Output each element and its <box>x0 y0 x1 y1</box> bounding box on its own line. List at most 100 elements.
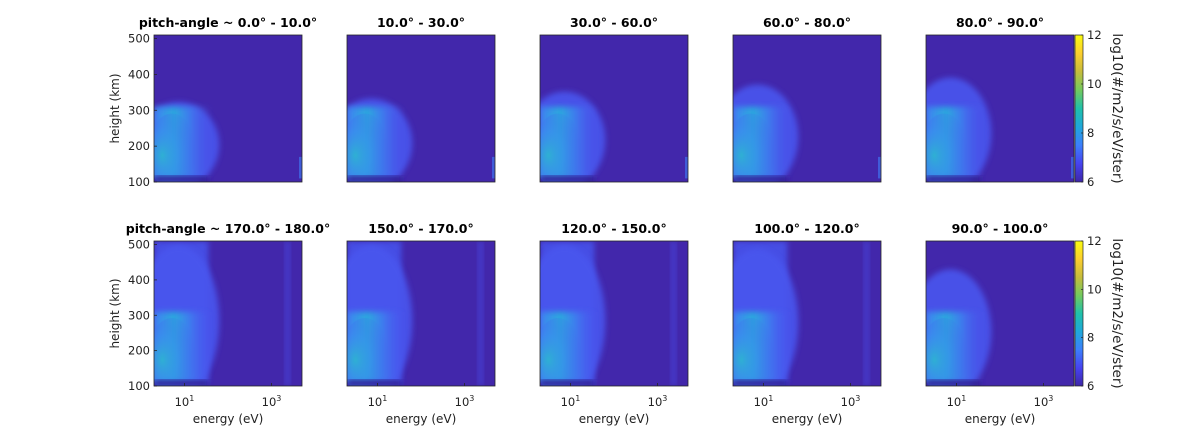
panel-title: 10.0° - 30.0° <box>377 15 465 30</box>
colorbar-1: 6 8 10 12 log10(#/m2/s/eV/ster) <box>1074 234 1125 393</box>
panel-0-3: 60.0° - 80.0° <box>732 15 882 183</box>
panel-frame <box>925 240 1075 387</box>
flux-peak <box>733 317 775 386</box>
colorbar-label: log10(#/m2/s/eV/ster) <box>1109 33 1125 183</box>
panel-frame <box>925 34 1075 183</box>
high-energy-streak <box>1071 156 1074 179</box>
y-tick-label: 300 <box>128 308 150 322</box>
flux-peak <box>154 317 196 386</box>
y-tick-label: 500 <box>128 32 150 46</box>
heatmap-image <box>154 241 302 386</box>
x-tick-label: 103 <box>841 394 861 409</box>
y-tick-label: 200 <box>128 344 150 358</box>
x-tick-label: 103 <box>455 394 475 409</box>
y-axis-label: height (km) <box>108 73 122 143</box>
y-tick-label: 200 <box>128 139 150 153</box>
panel-1-2: 120.0° - 150.0° 101 103 energy (eV) <box>539 221 689 426</box>
high-energy-band <box>477 241 484 386</box>
x-tick-label: 101 <box>561 394 581 409</box>
colorbar-tick-label: 6 <box>1087 379 1094 393</box>
panel-title: pitch-angle ~ 0.0° - 10.0° <box>139 15 317 30</box>
y-tick-label: 400 <box>128 67 150 81</box>
heatmap-image <box>926 35 1074 182</box>
heatmap-image <box>540 35 688 182</box>
heatmap-image <box>540 241 688 386</box>
low-altitude-edge <box>347 380 402 386</box>
y-tick-label: 100 <box>128 175 150 189</box>
panel-title: 90.0° - 100.0° <box>952 221 1049 236</box>
high-energy-band <box>284 241 291 386</box>
colorbar-tick-label: 12 <box>1087 28 1102 42</box>
low-altitude-edge <box>540 176 595 182</box>
y-tick-label: 300 <box>128 103 150 117</box>
panels-group: pitch-angle ~ 0.0° - 10.0° 100 200 300 400 50… <box>108 15 1075 426</box>
colorbar-label: log10(#/m2/s/eV/ster) <box>1109 238 1125 388</box>
panel-title: 100.0° - 120.0° <box>754 221 859 236</box>
panel-0-0: pitch-angle ~ 0.0° - 10.0° 100 200 300 400 50… <box>108 15 317 189</box>
panel-frame <box>539 240 689 387</box>
x-axis-label: energy (eV) <box>579 412 650 426</box>
heatmap-image <box>926 241 1074 386</box>
x-tick-label: 101 <box>368 394 388 409</box>
x-tick-label: 101 <box>754 394 774 409</box>
heatmap-image <box>733 241 881 386</box>
heatmap-image <box>733 35 881 182</box>
y-tick-label: 100 <box>128 379 150 393</box>
flux-peak <box>926 317 968 386</box>
colorbars-group: 6 8 10 12 log10(#/m2/s/eV/ster) 6 8 10 12 log10(#… <box>1074 28 1125 393</box>
colorbar-tick-label: 8 <box>1087 331 1094 345</box>
x-tick-label: 103 <box>262 394 282 409</box>
low-altitude-edge <box>926 380 981 386</box>
x-axis-label: energy (eV) <box>386 412 457 426</box>
x-tick-label: 103 <box>1034 394 1054 409</box>
panel-1-4: 90.0° - 100.0° 101 103 energy (eV) <box>925 221 1075 426</box>
panel-frame <box>346 34 496 183</box>
y-axis-label: height (km) <box>108 278 122 348</box>
low-altitude-edge <box>154 176 209 182</box>
panel-title: 60.0° - 80.0° <box>763 15 851 30</box>
low-altitude-edge <box>154 380 209 386</box>
low-altitude-edge <box>733 380 788 386</box>
panel-0-2: 30.0° - 60.0° <box>539 15 689 183</box>
panel-frame <box>153 240 303 387</box>
high-energy-band <box>863 241 870 386</box>
panel-title: 150.0° - 170.0° <box>368 221 473 236</box>
colorbar-tick-label: 12 <box>1087 234 1102 248</box>
x-axis-label: energy (eV) <box>772 412 843 426</box>
flux-peak <box>347 113 389 182</box>
panel-frame <box>346 240 496 387</box>
panel-frame <box>732 240 882 387</box>
heatmap-image <box>347 241 495 386</box>
low-altitude-edge <box>926 176 981 182</box>
low-altitude-edge <box>540 380 595 386</box>
high-energy-streak <box>299 156 302 179</box>
x-axis-label: energy (eV) <box>193 412 264 426</box>
colorbar-gradient <box>1074 34 1084 183</box>
panel-0-1: 10.0° - 30.0° <box>346 15 496 183</box>
flux-peak <box>926 113 968 182</box>
heatmap-image <box>347 35 495 182</box>
colorbar-gradient <box>1074 240 1084 387</box>
x-tick-label: 103 <box>648 394 668 409</box>
panel-1-0: pitch-angle ~ 170.0° - 180.0° 100 200 300 40… <box>108 221 330 426</box>
panel-title: 120.0° - 150.0° <box>561 221 666 236</box>
panel-title: 30.0° - 60.0° <box>570 15 658 30</box>
flux-peak <box>540 113 582 182</box>
high-energy-streak <box>878 156 881 179</box>
y-tick-label: 500 <box>128 238 150 252</box>
high-energy-streak <box>492 156 495 179</box>
colorbar-tick-label: 6 <box>1087 175 1094 189</box>
high-energy-streak <box>685 156 688 179</box>
panel-1-3: 100.0° - 120.0° 101 103 energy (eV) <box>732 221 882 426</box>
panel-frame <box>539 34 689 183</box>
panel-title: pitch-angle ~ 170.0° - 180.0° <box>126 221 330 236</box>
colorbar-tick-label: 10 <box>1087 282 1102 296</box>
panel-frame <box>732 34 882 183</box>
low-altitude-edge <box>347 176 402 182</box>
low-altitude-edge <box>733 176 788 182</box>
panel-0-4: 80.0° - 90.0° <box>925 15 1075 183</box>
x-axis-label: energy (eV) <box>965 412 1036 426</box>
colorbar-tick-label: 10 <box>1087 77 1102 91</box>
panel-frame <box>153 34 303 183</box>
